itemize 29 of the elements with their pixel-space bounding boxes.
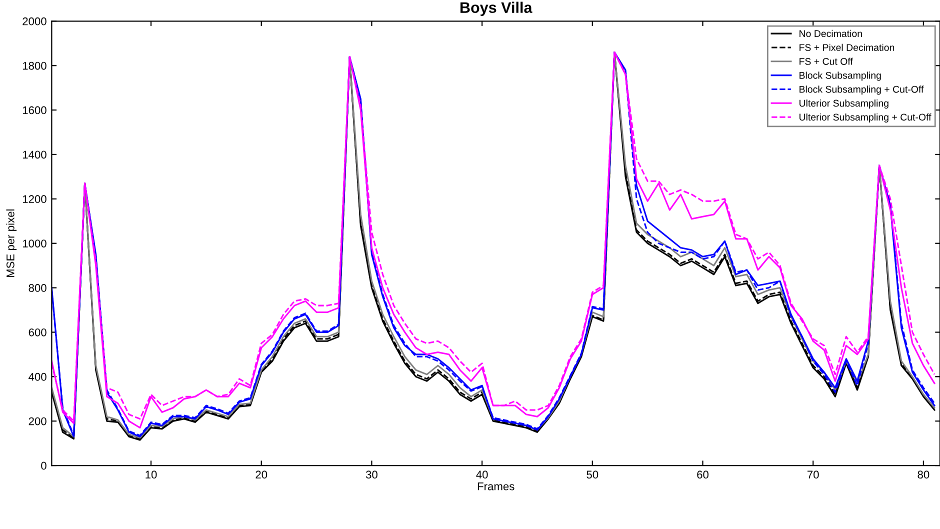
legend-label: Ulterior Subsampling — [800, 100, 888, 109]
x-tick-label: 20 — [256, 470, 268, 479]
y-tick-label: 1000 — [22, 240, 46, 248]
y-tick-label: 0 — [41, 462, 46, 470]
x-tick-label: 60 — [697, 470, 708, 479]
y-axis-title: MSE per pixel — [6, 210, 17, 278]
legend-label: Ulterior Subsampling + Cut-Off — [800, 113, 932, 123]
y-tick-label: 800 — [28, 284, 46, 292]
y-tick-label: 400 — [28, 372, 46, 381]
y-tick-label: 1400 — [22, 150, 46, 159]
legend-label: FS + Pixel Decimation — [800, 44, 894, 51]
y-tick-label: 200 — [28, 417, 46, 426]
legend-label: FS + Cut Off — [800, 58, 853, 65]
y-tick-label: 1800 — [22, 62, 46, 70]
x-tick-label: 70 — [807, 470, 819, 479]
x-axis-title: Frames — [478, 482, 514, 490]
y-tick-label: 2000 — [22, 17, 46, 26]
x-tick-label: 30 — [366, 470, 378, 479]
y-tick-label: 1200 — [22, 195, 46, 204]
legend-label: Block Subsampling — [800, 72, 881, 81]
y-tick-label: 600 — [28, 328, 46, 336]
legend-label: Block Subsampling + Cut-Off — [800, 86, 924, 95]
x-tick-label: 80 — [918, 470, 930, 479]
chart-title: Boys Villa — [460, 2, 532, 16]
x-tick-label: 10 — [146, 470, 157, 479]
legend-label: No Decimation — [800, 30, 862, 38]
y-tick-label: 1600 — [22, 106, 46, 114]
x-tick-label: 40 — [476, 470, 488, 479]
x-tick-label: 50 — [586, 470, 598, 479]
